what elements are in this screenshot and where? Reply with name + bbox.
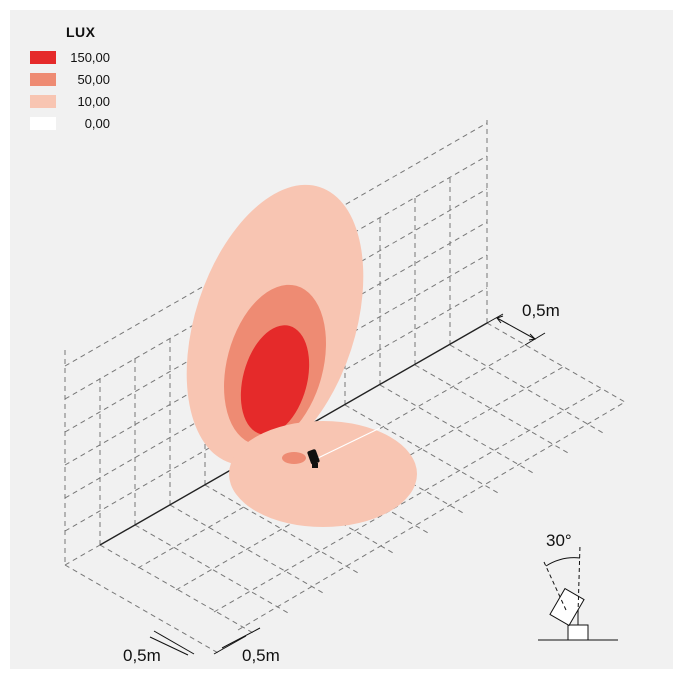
legend-item: 150,00 bbox=[30, 46, 110, 68]
luminaire-icon bbox=[307, 427, 381, 468]
legend-item: 10,00 bbox=[30, 90, 110, 112]
legend-item: 50,00 bbox=[30, 68, 110, 90]
legend: LUX 150,00 50,00 10,00 0,00 bbox=[30, 24, 110, 134]
legend-label: 50,00 bbox=[77, 71, 110, 87]
legend-swatch bbox=[30, 116, 56, 130]
floor-contour-10 bbox=[229, 421, 417, 527]
legend-swatch bbox=[30, 50, 56, 64]
legend-item: 0,00 bbox=[30, 112, 110, 134]
legend-title: LUX bbox=[66, 24, 96, 40]
dim-label-tilt: 30° bbox=[546, 531, 572, 550]
legend-swatch bbox=[30, 72, 56, 86]
dim-right bbox=[486, 313, 546, 346]
legend-label: 0,00 bbox=[84, 115, 110, 131]
legend-label: 150,00 bbox=[70, 49, 110, 65]
dim-label-bottom-left: 0,5m bbox=[123, 646, 161, 665]
legend-label: 10,00 bbox=[77, 93, 110, 109]
legend-swatch bbox=[30, 94, 56, 108]
floor-contour-50 bbox=[282, 452, 306, 464]
wall-contour-150 bbox=[240, 325, 310, 435]
tilt-inset bbox=[538, 544, 618, 641]
dim-label-bottom-right: 0,5m bbox=[242, 646, 280, 665]
wall-grid bbox=[64, 120, 488, 565]
dim-bottom bbox=[149, 627, 261, 656]
dim-label-right: 0,5m bbox=[522, 301, 560, 320]
